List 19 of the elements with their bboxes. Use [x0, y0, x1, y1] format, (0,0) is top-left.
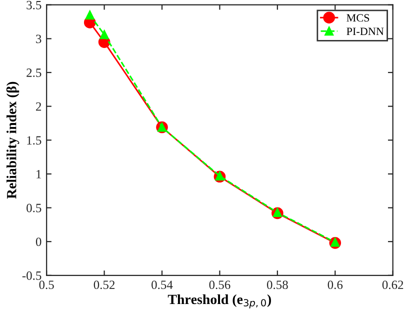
y-tick-label: 3.5	[26, 0, 42, 10]
y-tick-label: 2	[36, 102, 42, 111]
x-tick-label: 0.62	[382, 280, 404, 290]
legend-label: MCS	[346, 14, 370, 22]
x-tick-label: 0.52	[94, 280, 115, 290]
x-tick-label: 0.56	[209, 280, 230, 290]
y-axis-title: Reliability index (β)	[6, 82, 20, 199]
x-tick-label: 0.58	[266, 280, 288, 290]
y-tick-label: 1.5	[27, 136, 42, 145]
y-tick-label: -0.5	[22, 271, 42, 280]
y-tick-label: 0	[36, 238, 42, 246]
x-axis-title: Threshold (e$_{3p,0}$)	[168, 294, 271, 308]
legend-label: PI-DNN	[346, 28, 384, 36]
y-tick-label: 1	[36, 170, 41, 178]
y-tick-label: 2.5	[26, 68, 42, 78]
y-tick-label: 3	[36, 34, 42, 44]
y-tick-label: 0.5	[26, 204, 42, 212]
x-tick-label: 0.6	[328, 280, 343, 290]
x-tick-label: 0.54	[152, 280, 173, 290]
